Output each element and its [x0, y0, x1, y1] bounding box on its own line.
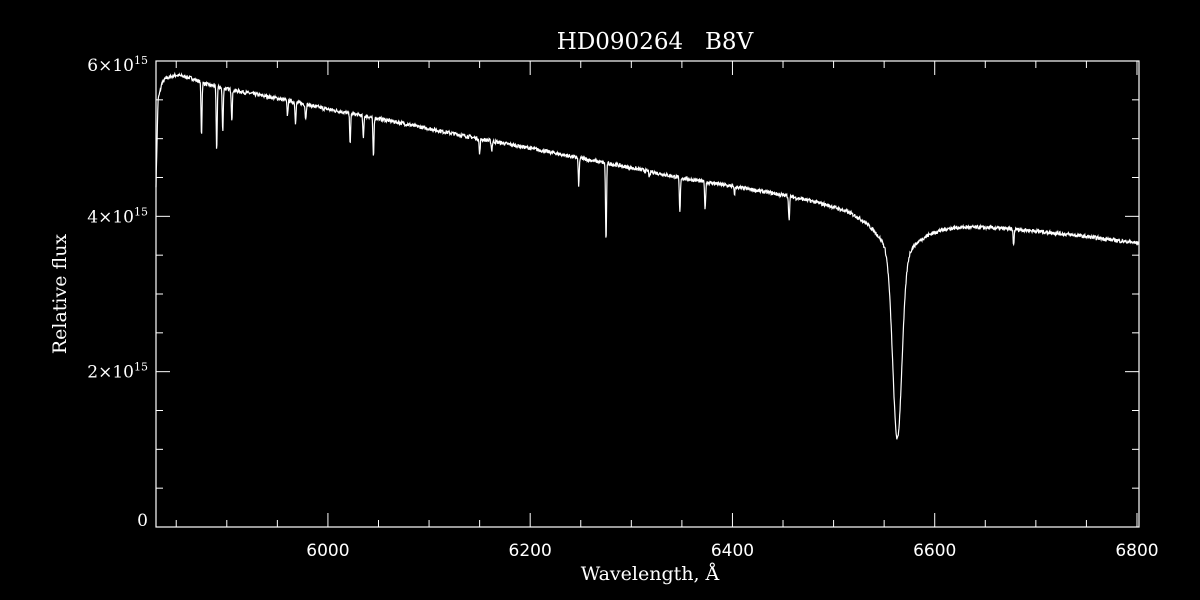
y-tick-label: 6×1015 — [87, 54, 148, 76]
x-tick-label: 6400 — [711, 541, 754, 561]
y-tick-label: 2×1015 — [87, 361, 148, 383]
plot-frame — [155, 60, 1140, 528]
tick-labels: 6000 6200 6400 6600 6800 0 2×1015 4×1015 6×1015 — [87, 54, 1158, 561]
x-tick-label: 6200 — [509, 541, 552, 561]
x-tick-label: 6800 — [1115, 541, 1158, 561]
y-axis-label: Relative flux — [49, 234, 71, 355]
x-axis-label: Wavelength, Å — [581, 563, 720, 585]
spectrum-line — [155, 71, 1140, 440]
x-tick-label: 6000 — [306, 541, 349, 561]
y-tick-label: 4×1015 — [87, 205, 148, 227]
y-tick-label: 0 — [137, 511, 148, 531]
chart-title: HD090264 B8V — [557, 29, 754, 55]
x-tick-label: 6600 — [913, 541, 956, 561]
